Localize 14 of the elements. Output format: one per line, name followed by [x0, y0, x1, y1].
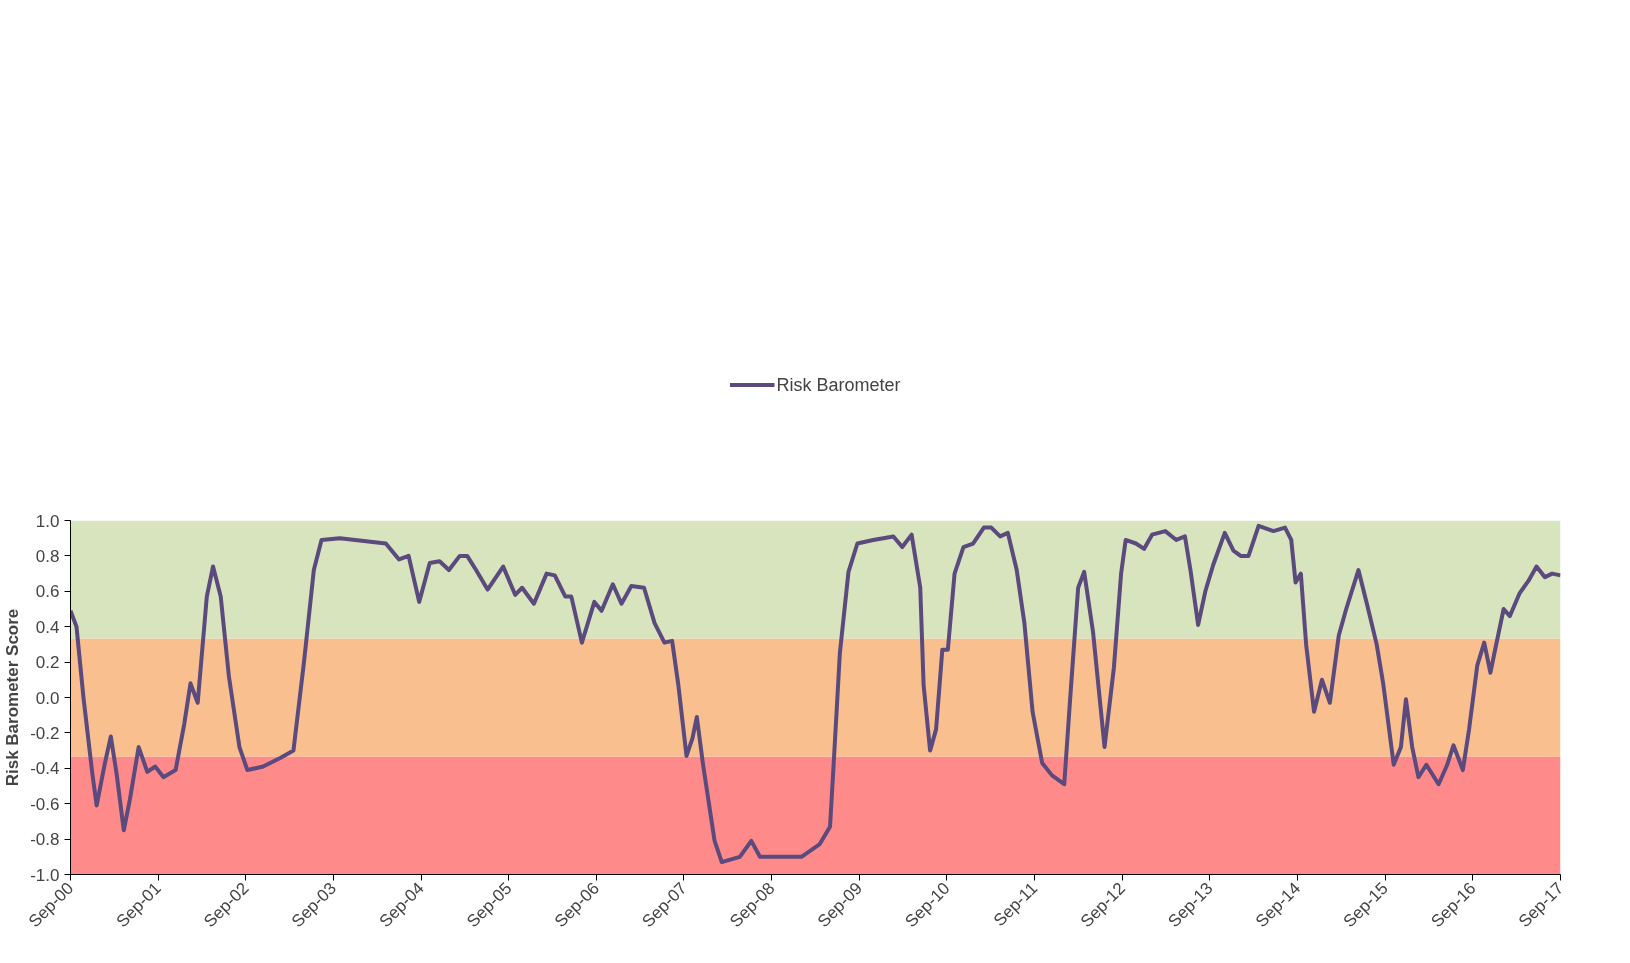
legend-label: Risk Barometer [776, 374, 901, 396]
y-axis-title: Risk Barometer Score [3, 608, 23, 787]
y-tick-label: 0.4 [35, 617, 60, 637]
y-tick-label: -0.2 [30, 723, 60, 743]
y-tick-label: 1.0 [35, 511, 60, 531]
y-tick-label: -0.6 [30, 794, 60, 814]
y-tick-label: 0.2 [35, 653, 60, 673]
y-tick-label: -0.4 [30, 759, 60, 779]
y-tick-label: -0.8 [30, 830, 60, 850]
y-tick-label: -1.0 [30, 865, 60, 885]
line-series [70, 523, 1561, 865]
y-tick-label: 0.6 [35, 582, 60, 602]
y-tick-label: 0.0 [35, 688, 60, 708]
y-tick-label: 0.8 [35, 546, 60, 566]
